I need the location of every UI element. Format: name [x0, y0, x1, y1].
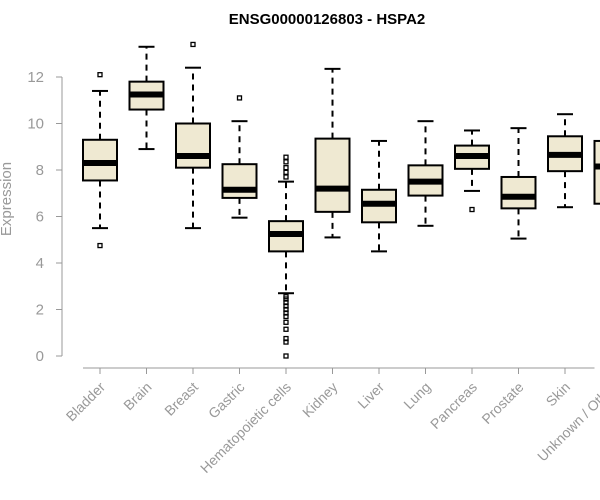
- x-tick-label-pancreas: Pancreas: [427, 379, 480, 432]
- y-tick-label: 8: [36, 162, 44, 179]
- outlier-point: [283, 326, 289, 332]
- outlier-point: [190, 41, 196, 48]
- box-pancreas: [454, 129, 490, 213]
- box-gastric: [221, 95, 258, 219]
- y-axis-label: Expression: [0, 162, 15, 236]
- x-tick-label-brain: Brain: [120, 379, 154, 413]
- box-liver: [361, 139, 397, 253]
- box-kidney: [314, 67, 351, 239]
- x-tick-label-hematopoietic-cells: Hematopoietic cells: [197, 379, 294, 476]
- outlier-point: [97, 242, 103, 249]
- chart-title: ENSG00000126803 - HSPA2: [229, 11, 426, 28]
- y-tick-label: 4: [36, 255, 44, 272]
- outlier-point: [283, 174, 289, 180]
- outlier-point: [236, 95, 243, 101]
- box-iqr: [221, 163, 258, 199]
- y-tick-label: 12: [27, 69, 44, 86]
- outlier-point: [283, 313, 289, 320]
- box-iqr: [314, 137, 351, 213]
- box-lung: [407, 120, 444, 227]
- x-tick-label-skin: Skin: [543, 379, 574, 410]
- y-axis: 0 2 4 6 8 10 12: [27, 69, 63, 365]
- box-iqr: [175, 122, 211, 169]
- x-tick-label-gastric: Gastric: [205, 379, 248, 422]
- box-skin: [547, 113, 583, 209]
- box-breast: [175, 41, 211, 230]
- y-tick-label: 0: [36, 348, 44, 365]
- plot-area: [82, 41, 600, 359]
- outlier-point: [283, 319, 289, 325]
- box-prostate: [500, 127, 537, 240]
- box-unknown-other: [593, 139, 600, 205]
- x-tick-label-bladder: Bladder: [63, 379, 109, 425]
- box-bladder: [82, 72, 118, 249]
- box-iqr: [593, 139, 600, 205]
- box-hematopoietic-cells: [268, 154, 304, 359]
- x-tick-label-kidney: Kidney: [299, 379, 341, 421]
- y-tick-label: 10: [27, 116, 44, 133]
- outlier-point: [283, 159, 289, 165]
- outlier-point: [97, 72, 103, 78]
- outlier-point: [469, 206, 475, 213]
- outlier-point: [283, 154, 289, 160]
- outlier-point: [283, 353, 289, 359]
- y-tick-label: 2: [36, 302, 44, 319]
- y-tick-label: 6: [36, 209, 44, 226]
- outlier-point: [283, 165, 289, 171]
- x-tick-label-prostate: Prostate: [478, 379, 526, 427]
- box-iqr: [500, 175, 537, 210]
- x-tick-label-lung: Lung: [400, 379, 433, 412]
- outlier-point: [283, 339, 289, 345]
- outlier-point: [283, 169, 289, 175]
- box-brain: [128, 45, 165, 151]
- x-tick-label-liver: Liver: [354, 379, 387, 412]
- x-tick-label-breast: Breast: [161, 379, 201, 419]
